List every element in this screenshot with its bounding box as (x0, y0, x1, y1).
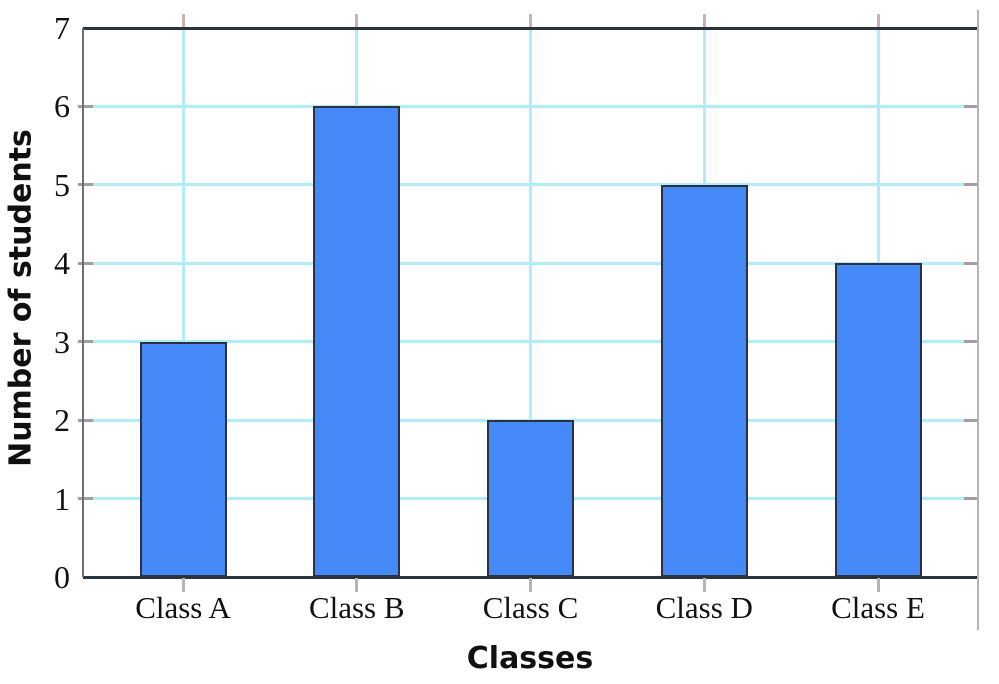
tick-bottom-class-c (529, 578, 532, 592)
bar-class-b (313, 106, 401, 577)
gridline-horizontal-3 (83, 340, 978, 344)
tick-bottom-class-d (702, 578, 706, 592)
bar-class-e (834, 263, 922, 577)
x-axis-title: Classes (466, 641, 594, 676)
gridline-horizontal-6 (83, 104, 978, 108)
x-tick-label-class-e: Class E (831, 590, 925, 625)
tick-right-6 (964, 104, 979, 108)
bar-class-a (139, 341, 227, 577)
x-tick-label-class-d: Class D (655, 590, 753, 625)
tick-left-6 (78, 104, 93, 108)
gridline-horizontal-4 (83, 261, 978, 265)
tick-left-4 (78, 261, 93, 265)
tick-top-class-c (529, 14, 532, 27)
y-tick-label-7: 7 (54, 10, 70, 46)
spine-right (977, 10, 979, 630)
y-tick-label-1: 1 (54, 480, 70, 517)
y-tick-label-4: 4 (54, 245, 70, 282)
y-tick-label-2: 2 (54, 402, 70, 439)
bar-class-d (660, 184, 748, 577)
y-tick-label-5: 5 (54, 166, 70, 203)
y-tick-label-0: 0 (54, 559, 70, 595)
y-tick-label-3: 3 (54, 323, 70, 360)
y-tick-label-6: 6 (54, 88, 70, 125)
spine-left (81, 28, 84, 577)
tick-left-1 (78, 497, 93, 501)
tick-right-1 (964, 497, 979, 501)
x-tick-label-class-a: Class A (135, 590, 231, 625)
tick-right-4 (964, 261, 979, 265)
tick-top-class-e (876, 14, 880, 27)
gridline-vertical-class-c (529, 28, 532, 577)
tick-left-5 (78, 183, 93, 187)
gridline-vertical-class-a (181, 28, 185, 577)
tick-top-class-b (355, 14, 359, 27)
tick-right-5 (964, 183, 979, 187)
tick-bottom-class-b (355, 578, 359, 592)
tick-left-3 (78, 340, 93, 344)
tick-left-2 (78, 418, 93, 422)
tick-right-3 (964, 340, 979, 344)
spine-bottom (83, 575, 978, 579)
tick-bottom-class-e (876, 578, 880, 592)
bar-class-c (487, 420, 574, 577)
tick-top-class-d (702, 14, 706, 27)
x-tick-label-class-c: Class C (482, 590, 579, 625)
tick-bottom-class-a (181, 578, 185, 592)
gridline-horizontal-5 (83, 183, 978, 187)
tick-top-class-a (181, 14, 185, 27)
spine-top (83, 26, 978, 30)
tick-right-2 (964, 418, 979, 422)
x-tick-label-class-b: Class B (308, 590, 405, 625)
